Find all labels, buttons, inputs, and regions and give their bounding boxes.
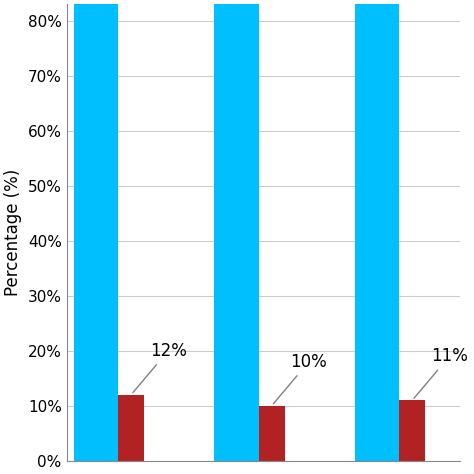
Text: 12%: 12% bbox=[133, 342, 187, 392]
Y-axis label: Percentage (%): Percentage (%) bbox=[4, 169, 22, 296]
Text: 10%: 10% bbox=[273, 353, 327, 404]
Bar bbox=[400, 401, 425, 461]
Bar bbox=[214, 0, 259, 461]
Text: 11%: 11% bbox=[414, 347, 468, 398]
Bar bbox=[73, 0, 118, 461]
Bar bbox=[355, 0, 400, 461]
Bar bbox=[118, 395, 144, 461]
Bar bbox=[259, 406, 284, 461]
